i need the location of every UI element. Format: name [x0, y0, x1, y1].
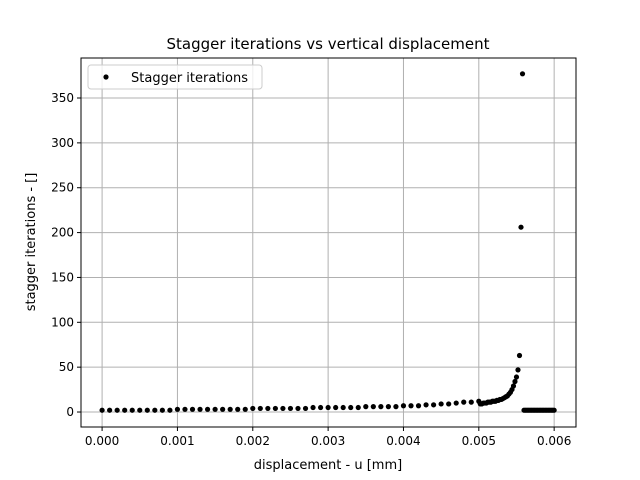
data-point — [468, 399, 474, 405]
data-point — [519, 71, 526, 77]
x-tick-label: 0.000 — [85, 434, 119, 448]
plot-frame — [80, 57, 577, 428]
data-point — [197, 406, 203, 412]
data-point — [122, 407, 128, 413]
data-point — [363, 404, 369, 410]
data-point — [551, 407, 557, 413]
data-point — [137, 407, 143, 413]
data-point — [167, 407, 173, 413]
data-point — [182, 406, 188, 412]
data-point — [415, 403, 422, 409]
x-tick-label: 0.005 — [462, 434, 496, 448]
data-point — [325, 404, 331, 411]
y-tick-label: 200 — [51, 226, 74, 240]
data-point — [513, 374, 520, 380]
data-point — [400, 403, 407, 409]
data-point — [393, 404, 399, 410]
y-tick-label: 100 — [51, 315, 74, 329]
data-point — [144, 407, 150, 413]
data-point — [408, 403, 414, 409]
x-tick-label: 0.004 — [386, 434, 420, 448]
data-point — [204, 406, 211, 412]
data-point — [355, 404, 361, 411]
chart-title: Stagger iterations vs vertical displacem… — [167, 35, 490, 53]
y-tick-label: 50 — [59, 360, 74, 374]
data-point — [129, 407, 135, 413]
data-point — [114, 407, 120, 413]
data-point — [453, 400, 459, 406]
legend-label: Stagger iterations — [131, 71, 248, 86]
data-point — [310, 404, 316, 411]
data-point — [370, 404, 376, 410]
data-point — [257, 405, 263, 412]
data-point — [107, 407, 113, 413]
data-point — [227, 406, 233, 412]
y-tick-label: 150 — [51, 270, 74, 284]
data-point — [516, 352, 523, 359]
data-point — [235, 406, 241, 412]
legend-marker — [103, 74, 109, 80]
data-point — [515, 367, 521, 373]
data-point — [446, 401, 452, 407]
data-point — [272, 405, 278, 412]
y-axis-label: stagger iterations - [] — [24, 173, 39, 312]
legend-box — [87, 64, 263, 90]
data-point — [220, 406, 226, 412]
data-point — [174, 406, 181, 412]
data-point — [512, 378, 518, 385]
data-point — [212, 406, 218, 412]
x-axis-label: displacement - u [mm] — [254, 458, 402, 473]
data-point — [348, 404, 354, 411]
data-point — [333, 404, 339, 411]
data-point — [287, 405, 294, 412]
data-point — [518, 224, 524, 230]
data-point — [280, 405, 286, 412]
data-point — [317, 404, 324, 411]
x-tick-label: 0.006 — [537, 434, 571, 448]
y-tick-label: 350 — [51, 91, 74, 105]
x-tick-label: 0.003 — [311, 434, 345, 448]
data-point — [438, 401, 444, 407]
data-point — [423, 402, 429, 408]
y-tick-label: 0 — [66, 405, 74, 419]
x-tick-label: 0.001 — [160, 434, 194, 448]
data-point — [461, 399, 467, 405]
y-tick-label: 300 — [51, 136, 74, 150]
data-point — [302, 405, 309, 412]
data-point — [250, 405, 256, 412]
data-point — [189, 406, 196, 412]
data-point — [510, 383, 517, 389]
y-tick-label: 250 — [51, 181, 74, 195]
data-point — [159, 407, 165, 413]
data-point — [242, 406, 248, 412]
x-tick-label: 0.002 — [236, 434, 270, 448]
data-point — [295, 405, 301, 412]
data-point — [385, 404, 391, 410]
data-point — [378, 404, 384, 410]
data-point — [152, 407, 158, 413]
data-point — [431, 402, 437, 408]
data-point — [265, 405, 271, 412]
data-point — [340, 404, 346, 411]
data-point — [99, 407, 105, 413]
